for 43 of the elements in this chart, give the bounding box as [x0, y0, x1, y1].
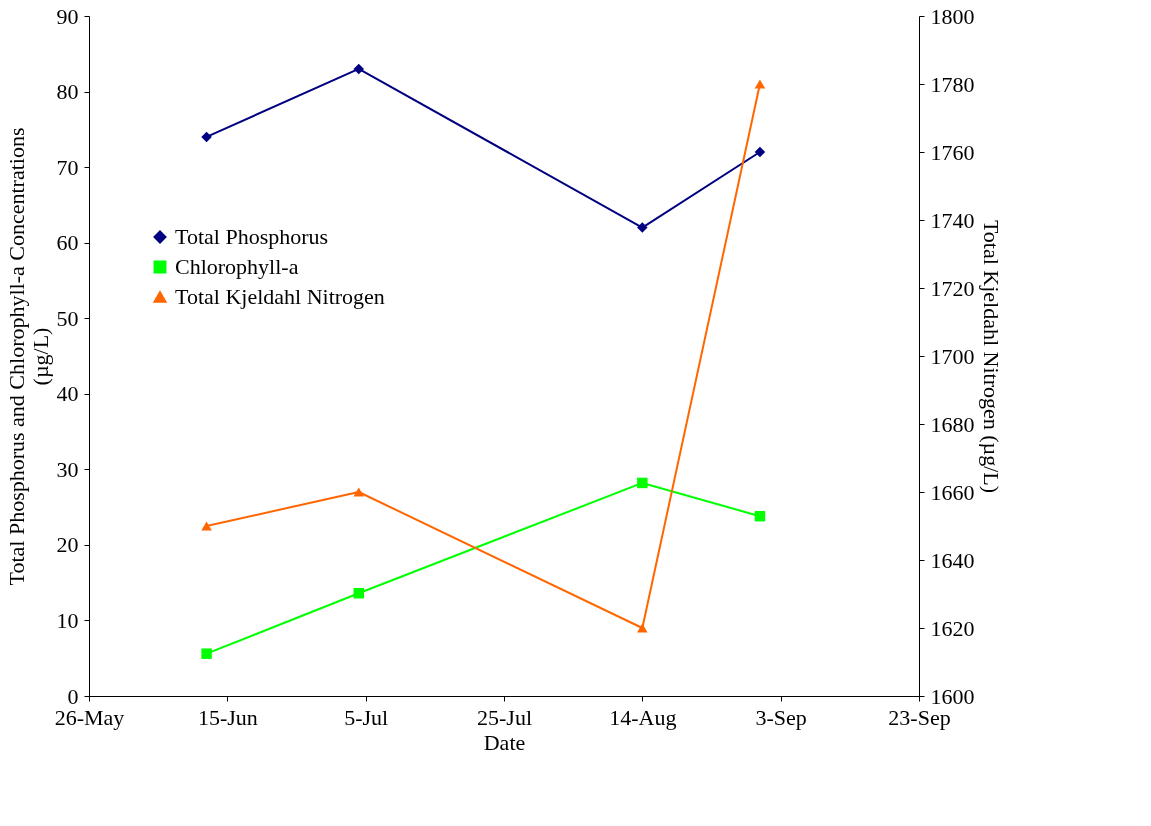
point — [754, 146, 766, 158]
y2-tick-label: 1640 — [930, 547, 975, 573]
legend-label: Chlorophyll-a — [175, 254, 299, 279]
point — [201, 131, 212, 143]
point — [201, 521, 212, 531]
point — [637, 623, 648, 633]
y2-axis-title: Total Kjeldahl Nitrogen (µg/L) — [978, 219, 1004, 494]
point — [353, 487, 364, 497]
point — [637, 222, 648, 233]
legend-label: Total Phosphorus — [175, 224, 329, 249]
y2-tick-label: 1660 — [930, 479, 975, 505]
point — [754, 79, 766, 89]
y2-tick-label: 1720 — [930, 275, 975, 301]
y-tick-label: 40 — [56, 381, 79, 407]
y2-tick-label: 1760 — [930, 139, 975, 165]
text: Total Phosphorus and Chlorophyll-a Concentrations — [3, 127, 29, 586]
x-tick-label: 3-Sep — [755, 704, 807, 730]
x-axis-title: Date — [483, 729, 526, 755]
legend-label: Total Kjeldahl Nitrogen — [175, 284, 385, 309]
x-tick-label: 5-Jul — [344, 704, 389, 730]
x-tick-label: 14-Aug — [609, 704, 677, 730]
y2-tick-label: 1800 — [930, 3, 975, 29]
y-tick-label: 80 — [56, 79, 79, 105]
y-tick-label: 60 — [56, 230, 79, 256]
y-tick-label: 30 — [56, 456, 79, 482]
point — [353, 63, 364, 75]
y2-tick-label: 1620 — [930, 615, 975, 641]
y-tick-label: 90 — [56, 3, 79, 29]
x-tick-label: 15-Jun — [197, 704, 258, 730]
x-tick-label: 25-Jul — [477, 704, 532, 730]
y2-tick-label: 1740 — [930, 207, 975, 233]
y2-tick-label: 1780 — [930, 71, 975, 97]
y-tick-label: 10 — [56, 607, 79, 633]
text: (µg/L) — [27, 327, 53, 386]
point — [637, 477, 648, 489]
point — [754, 510, 766, 522]
y2-tick-label: 1700 — [930, 343, 975, 369]
y-tick-label: 50 — [56, 305, 79, 331]
point — [353, 588, 364, 599]
point — [201, 648, 212, 659]
y-tick-label: 70 — [56, 154, 79, 180]
y2-tick-label: 1680 — [930, 411, 975, 437]
y-tick-label: 20 — [56, 532, 79, 558]
